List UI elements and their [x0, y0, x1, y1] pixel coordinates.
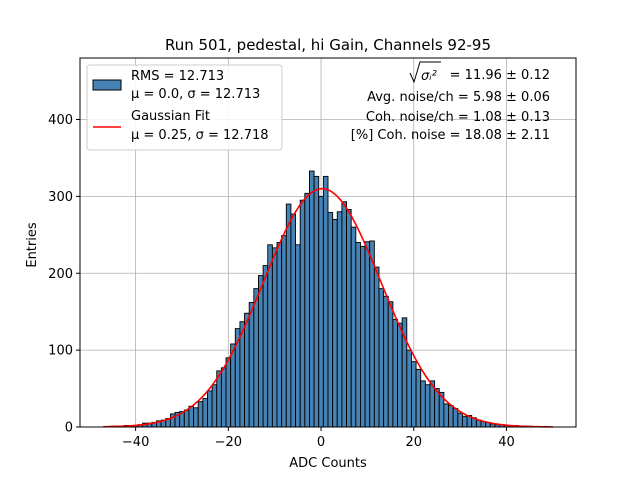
annotation-coh-noise: Coh. noise/ch = 1.08 ± 0.13 — [366, 110, 550, 125]
histogram-bar — [267, 244, 273, 428]
legend-histogram-swatch — [92, 79, 122, 91]
histogram-bar — [281, 235, 287, 428]
annotation-sqrt-sigma: σᵢ² = 11.96 ± 0.12 — [409, 61, 550, 84]
histogram-bar — [443, 403, 449, 428]
histogram-bar — [304, 192, 310, 428]
histogram-bar — [350, 226, 357, 428]
histogram-bar — [332, 218, 338, 428]
histogram-bar — [225, 357, 232, 428]
histogram-bar — [295, 244, 301, 428]
histogram-bar — [346, 208, 352, 428]
x-axis-label: ADC Counts — [289, 456, 367, 471]
histogram-bar — [359, 245, 366, 428]
histogram-bar — [318, 195, 324, 428]
histogram-bar — [327, 212, 334, 428]
plot-frame — [79, 57, 577, 428]
histogram-bar — [220, 367, 227, 428]
histogram-bar — [207, 390, 213, 428]
annotation-sqrt-term: σᵢ² — [421, 69, 437, 84]
histogram-bar — [424, 384, 431, 428]
histogram-bar — [244, 312, 250, 428]
y-tick-label: 400 — [48, 113, 73, 128]
histogram-bar — [216, 370, 222, 428]
y-tick-label: 0 — [65, 421, 73, 436]
histogram-bar — [448, 405, 454, 428]
histogram-bar — [373, 266, 380, 428]
y-tick-label: 100 — [48, 344, 73, 359]
x-tick-label: 0 — [317, 435, 325, 450]
histogram-bar — [420, 380, 426, 428]
histogram-bar — [262, 265, 269, 428]
histogram-bar — [397, 322, 403, 428]
histogram-bar — [322, 175, 329, 428]
histogram-bar — [406, 349, 412, 428]
histogram-bar — [239, 321, 246, 428]
histogram-bar — [341, 201, 347, 428]
histogram-bar — [290, 213, 297, 428]
histogram-bar — [457, 412, 463, 428]
legend: RMS = 12.713 μ = 0.0, σ = 12.713 Gaussia… — [86, 64, 283, 151]
sqrt-radical-icon — [409, 61, 441, 84]
histogram-bar — [415, 368, 422, 428]
histogram-bar — [230, 343, 236, 428]
histogram-bar — [434, 388, 440, 428]
x-tick-label: −20 — [215, 435, 242, 450]
x-tick-label: −40 — [122, 435, 149, 450]
histogram-bar — [452, 408, 459, 428]
x-tick-label: 40 — [498, 435, 515, 450]
chart-title: Run 501, pedestal, hi Gain, Channels 92-… — [165, 36, 491, 54]
histogram-bar — [313, 175, 320, 428]
histogram-bar — [355, 242, 361, 428]
histogram-bar — [364, 241, 371, 428]
histogram-bar — [336, 211, 343, 428]
histogram-bar — [183, 409, 190, 428]
annotation-rms-value: = 11.96 ± 0.12 — [450, 68, 550, 83]
histogram-bar — [193, 407, 199, 428]
y-axis-label: Entries — [25, 222, 40, 268]
histogram-bar — [271, 247, 278, 428]
histogram-bar — [369, 240, 375, 428]
legend-histogram-line2: μ = 0.0, σ = 12.713 — [131, 87, 260, 102]
y-tick-label: 300 — [48, 190, 73, 205]
histogram-bar — [309, 170, 315, 428]
histogram-bar — [253, 288, 259, 428]
legend-fit-line1: Gaussian Fit — [131, 109, 210, 124]
histogram-bar — [378, 288, 385, 428]
histogram-bar — [299, 199, 306, 428]
legend-fit-line2: μ = 0.25, σ = 12.718 — [131, 128, 269, 143]
histogram-bar — [197, 401, 204, 428]
legend-box — [86, 64, 283, 151]
histogram-bar — [410, 361, 417, 428]
histogram-bar — [387, 301, 394, 428]
histogram-bar — [202, 398, 208, 428]
annotation-avg-noise: Avg. noise/ch = 5.98 ± 0.06 — [367, 90, 550, 105]
histogram-bar — [383, 295, 389, 428]
gaussian-fit-curve — [103, 187, 553, 428]
histogram-bar — [248, 302, 255, 428]
histogram-bar — [461, 415, 468, 428]
histogram-bar — [276, 242, 283, 428]
histogram-bar — [392, 318, 398, 428]
annotation-coh-noise-percent: [%] Coh. noise = 18.08 ± 2.11 — [351, 128, 550, 143]
noise-annotations: σᵢ² = 11.96 ± 0.12 Avg. noise/ch = 5.98 … — [351, 61, 550, 143]
histogram-bar — [285, 203, 292, 428]
legend-histogram-line1: RMS = 12.713 — [131, 69, 224, 84]
histogram-bar — [188, 405, 195, 428]
y-tick-label: 200 — [48, 267, 73, 282]
x-tick-label: 20 — [405, 435, 422, 450]
histogram-bar — [258, 275, 264, 428]
histogram-bar — [211, 384, 218, 428]
